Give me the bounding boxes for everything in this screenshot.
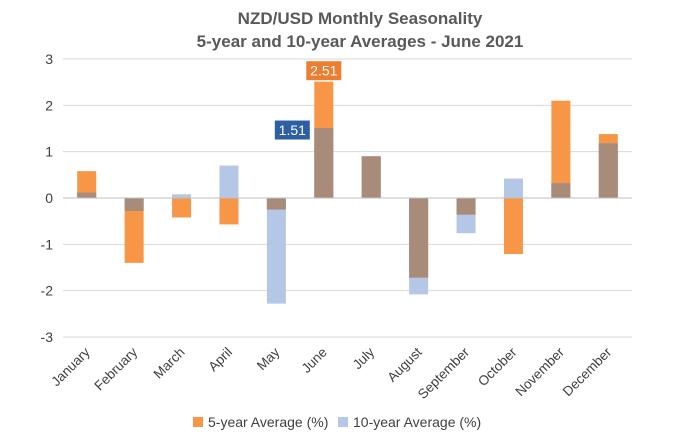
bar-10yr-october xyxy=(503,178,523,198)
data-callout-label: 1.51 xyxy=(279,122,306,138)
y-tick-label: 2 xyxy=(45,97,53,113)
legend: 5-year Average (%) 10-year Average (%) xyxy=(193,414,481,430)
legend-label: 10-year Average (%) xyxy=(353,414,481,430)
chart-subtitle: 5-year and 10-year Averages - June 2021 xyxy=(197,32,524,51)
y-tick-label: -3 xyxy=(41,329,54,345)
bar-series xyxy=(77,81,618,304)
x-tick-label-october: October xyxy=(475,344,520,389)
bar-5yr-april xyxy=(219,198,239,225)
x-tick-label-september: September xyxy=(415,344,473,402)
y-tick-label: 0 xyxy=(45,190,53,206)
bar-10yr-april xyxy=(219,165,239,198)
data-callout xyxy=(305,60,343,82)
bar-5yr-march xyxy=(172,198,192,218)
bar-overlap-january xyxy=(77,192,97,198)
data-callout-label: 2.51 xyxy=(310,63,337,79)
x-tick-label-april: April xyxy=(205,345,235,375)
bar-overlap-july xyxy=(361,156,381,198)
legend-swatch xyxy=(338,417,348,427)
bar-10yr-may xyxy=(266,198,286,304)
legend-swatch xyxy=(193,417,203,427)
bar-overlap-may xyxy=(266,198,286,210)
y-tick-label: -2 xyxy=(41,283,54,299)
x-tick-label-june: June xyxy=(299,345,330,376)
legend-label: 5-year Average (%) xyxy=(208,414,328,430)
y-tick-label: 3 xyxy=(45,51,53,67)
bar-10yr-march xyxy=(172,194,192,198)
annotations: 2.51 1.51 xyxy=(273,60,343,141)
bar-5yr-october xyxy=(503,198,523,255)
bar-overlap-february xyxy=(124,198,144,211)
bar-overlap-june xyxy=(314,128,334,198)
chart-title: NZD/USD Monthly Seasonality xyxy=(238,9,483,28)
x-tick-label-july: July xyxy=(350,344,378,372)
x-tick-label-february: February xyxy=(91,344,140,393)
bar-5yr-february xyxy=(124,198,144,263)
x-tick-label-january: January xyxy=(48,344,93,389)
bar-overlap-september xyxy=(456,198,476,215)
bar-overlap-december xyxy=(598,143,618,198)
data-callout xyxy=(273,119,311,141)
bar-overlap-august xyxy=(409,198,429,278)
bar-overlap-november xyxy=(551,183,571,198)
y-tick-label: -1 xyxy=(41,236,54,252)
x-tick-label-december: December xyxy=(560,344,615,399)
x-tick-label-march: March xyxy=(151,345,188,382)
bar-5yr-november xyxy=(551,100,571,198)
x-tick-label-may: May xyxy=(254,344,283,373)
bar-5yr-january xyxy=(77,171,97,198)
y-tick-label: 1 xyxy=(45,144,53,160)
x-tick-label-november: November xyxy=(512,344,567,399)
x-tick-label-august: August xyxy=(384,344,425,385)
